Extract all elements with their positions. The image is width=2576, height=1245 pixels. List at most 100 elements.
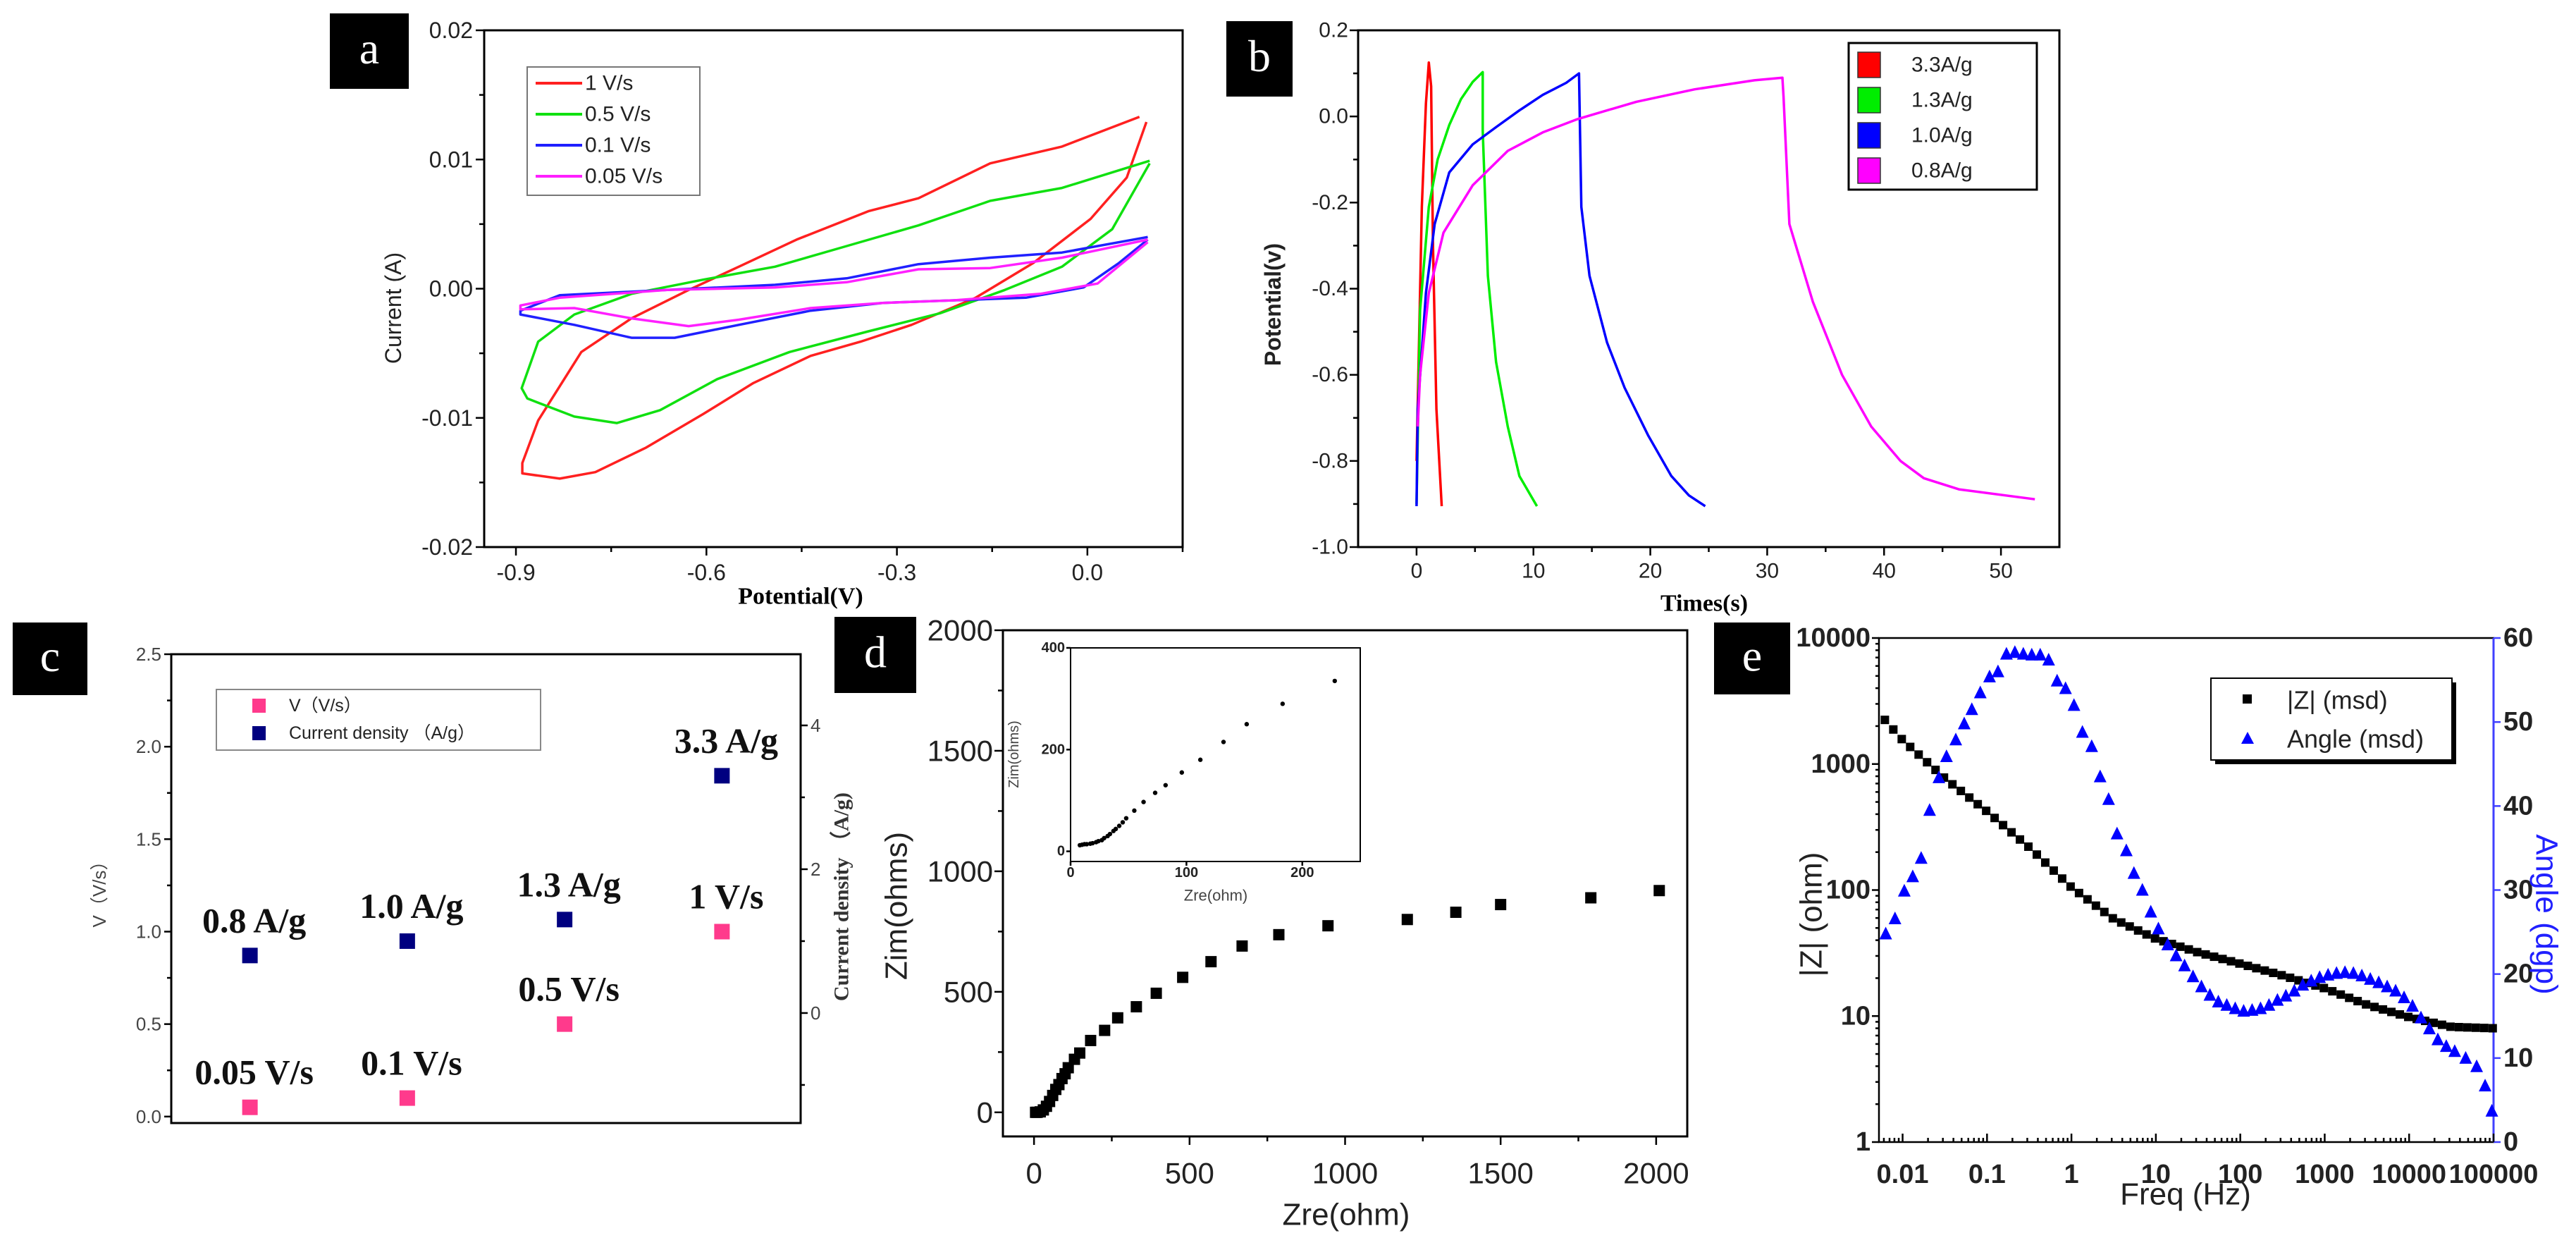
angle-point bbox=[2119, 843, 2133, 857]
panel-label: b bbox=[1248, 31, 1271, 81]
y-tick-label: 1.0 bbox=[136, 921, 161, 942]
angle-point bbox=[2042, 652, 2055, 666]
angle-point bbox=[2220, 998, 2233, 1011]
zmod-point bbox=[2429, 1018, 2438, 1027]
zmod-point bbox=[2379, 1005, 2388, 1014]
inset-data-point bbox=[1111, 828, 1116, 833]
angle-point bbox=[1897, 883, 1911, 897]
y-tick-label: 0.0 bbox=[136, 1106, 161, 1127]
panel-b-gcd-chart: b 0.2 0.0 -0.2 -0.4 -0.6 -0.8 -1.0 0 10 20 30 40 50 Ti… bbox=[1226, 19, 2061, 617]
zmod-point bbox=[1973, 799, 1983, 809]
y-tick-label: 0.02 bbox=[429, 18, 473, 43]
zmod-point bbox=[1880, 716, 1890, 725]
x-tick-label: 100 bbox=[2218, 1160, 2262, 1189]
zmod-point bbox=[1956, 786, 1966, 795]
data-point bbox=[714, 924, 730, 940]
angle-point bbox=[1965, 702, 1978, 716]
angle-point bbox=[2470, 1059, 2484, 1072]
y-tick-label: 100 bbox=[1826, 876, 1871, 905]
zmod-point bbox=[2091, 901, 2100, 910]
zmod-point bbox=[2437, 1020, 2446, 1029]
zmod-point bbox=[2396, 1010, 2405, 1019]
inset-data-point bbox=[1116, 823, 1122, 828]
y-tick-label: 1000 bbox=[928, 854, 993, 888]
x-tick-label: 0.0 bbox=[1072, 560, 1103, 585]
angle-point bbox=[2372, 975, 2386, 988]
zmod-point bbox=[2176, 942, 2185, 951]
panel-label-box bbox=[834, 617, 916, 693]
y-tick-label: 2.0 bbox=[136, 736, 161, 757]
angle-point bbox=[2414, 1010, 2427, 1024]
angle-point bbox=[1906, 869, 1919, 883]
angle-point bbox=[2169, 948, 2183, 962]
y-tick-label: 2.5 bbox=[136, 644, 161, 665]
y2-tick-label: 20 bbox=[2503, 959, 2533, 989]
zmod-point bbox=[2277, 971, 2286, 980]
data-label: 0.05 V/s bbox=[195, 1053, 314, 1092]
angle-point bbox=[1933, 770, 1946, 783]
zmod-point bbox=[2016, 835, 2025, 844]
legend-label: Angle (msd) bbox=[2287, 725, 2424, 754]
data-point bbox=[1030, 1106, 1042, 1118]
data-point bbox=[1401, 914, 1413, 926]
inset-y-tick-label: 0 bbox=[1057, 844, 1065, 859]
legend-label: 0.5 V/s bbox=[585, 103, 651, 126]
inset-data-point bbox=[1120, 820, 1126, 825]
angle-point bbox=[2448, 1044, 2461, 1057]
inset-data-point bbox=[1152, 790, 1158, 795]
angle-point bbox=[2381, 979, 2394, 993]
x-tick-label: 1000 bbox=[1312, 1157, 1378, 1190]
angle-point bbox=[2195, 979, 2208, 993]
zmod-point bbox=[2488, 1024, 2497, 1033]
zmod-point bbox=[2057, 874, 2066, 883]
data-point bbox=[242, 1099, 258, 1115]
data-label: 3.3 A/g bbox=[674, 720, 778, 760]
data-label: 1.3 A/g bbox=[517, 864, 621, 904]
gcd-curve-1-3A-g bbox=[1415, 70, 1539, 507]
zmod-point bbox=[2252, 964, 2261, 973]
angle-point bbox=[1973, 685, 1987, 699]
legend-swatch bbox=[1857, 87, 1881, 114]
angle-point bbox=[1983, 669, 1996, 682]
x-tick-label: -0.6 bbox=[687, 560, 726, 585]
zmod-point bbox=[1965, 793, 1974, 802]
zmod-point bbox=[2024, 842, 2033, 851]
y-tick-label: -0.2 bbox=[1312, 191, 1348, 214]
y2-axis-label: Angle (dgp) bbox=[2529, 834, 2564, 994]
zmod-point bbox=[1923, 758, 1932, 767]
data-point bbox=[714, 768, 730, 784]
zmod-point bbox=[2066, 882, 2075, 891]
x-tick-label: 10 bbox=[1522, 560, 1545, 583]
zmod-point bbox=[2100, 907, 2109, 916]
x-tick-label: 1500 bbox=[1467, 1157, 1533, 1190]
cv-curve-0-5-V-s bbox=[520, 159, 1151, 424]
legend: 1 V/s 0.5 V/s 0.1 V/s 0.05 V/s bbox=[526, 66, 701, 196]
zmod-point bbox=[2142, 930, 2151, 939]
y-tick-label: 0.00 bbox=[429, 276, 473, 302]
zmod-point bbox=[2150, 934, 2159, 943]
inset-data-point bbox=[1179, 770, 1185, 775]
zmod-point bbox=[2345, 993, 2354, 1002]
inset-x-tick-label: 0 bbox=[1066, 865, 1074, 881]
y-tick-label: 2000 bbox=[928, 614, 993, 647]
zmod-point bbox=[2040, 858, 2050, 867]
gcd-curve-1-0A-g bbox=[1415, 72, 1706, 508]
angle-point bbox=[2406, 998, 2420, 1012]
y2-tick-label: 40 bbox=[2503, 791, 2533, 821]
panel-label: c bbox=[40, 631, 60, 681]
y-axis-label: Zim(ohms) bbox=[880, 832, 914, 980]
x-tick-label: 40 bbox=[1873, 560, 1896, 583]
y-tick-label: 10 bbox=[1841, 1001, 1871, 1031]
panel-c-rate-chart: c 0.0 0.5 1.0 1.5 2.0 2.5 0 2 4 0.05 V/s 0.1 V/s 0.5… bbox=[13, 622, 853, 1127]
y-tick-label: 1 bbox=[1856, 1127, 1871, 1157]
data-point bbox=[1653, 885, 1665, 897]
angle-point bbox=[2355, 969, 2369, 982]
angle-point bbox=[2271, 993, 2284, 1006]
y2-axis-label: Current density （A/g) bbox=[830, 792, 853, 1001]
legend-label: Current density （A/g） bbox=[289, 723, 475, 743]
zmod-point bbox=[2370, 1002, 2379, 1012]
angle-point bbox=[2203, 988, 2217, 1001]
zmod-point bbox=[2218, 955, 2227, 964]
y-tick-label: -0.8 bbox=[1312, 449, 1348, 472]
